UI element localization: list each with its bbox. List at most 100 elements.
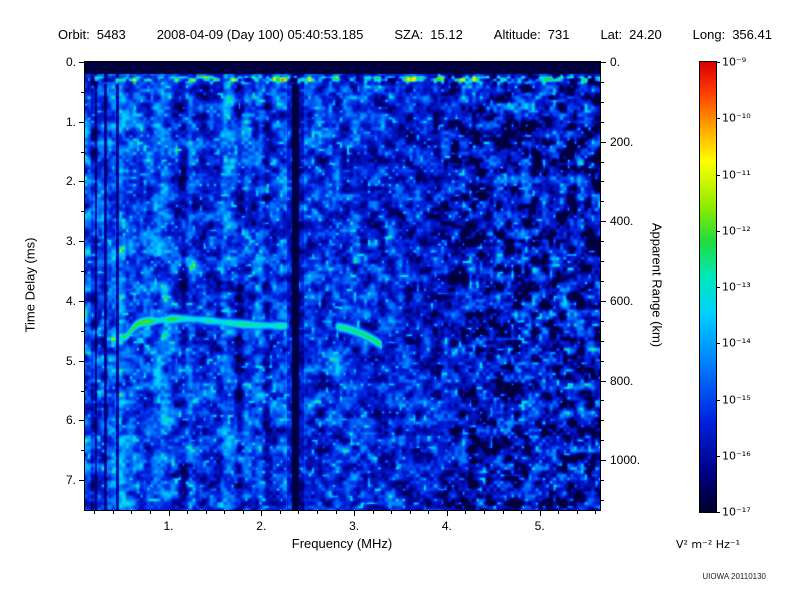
x-tick-mark	[539, 511, 541, 516]
y-tick-mark-left	[79, 121, 84, 123]
sza-value: 15.12	[430, 27, 463, 42]
colorbar-tick-mark	[717, 343, 720, 345]
x-minor-tick	[187, 511, 189, 514]
datetime-field: 2008-04-09 (Day 100) 05:40:53.185	[157, 27, 364, 42]
header-info: Orbit: 5483 2008-04-09 (Day 100) 05:40:53…	[58, 27, 772, 42]
colorbar-tick-label: 10⁻¹⁷	[722, 505, 751, 519]
colorbar	[699, 61, 717, 513]
long-value: 356.41	[732, 27, 772, 42]
y-minor-tick-right	[601, 101, 604, 103]
lat-label: Lat:	[600, 27, 623, 42]
x-axis-label: Frequency (MHz)	[291, 536, 393, 551]
y-tick-mark-left	[79, 480, 84, 482]
colorbar-tick-label: 10⁻¹¹	[722, 168, 751, 181]
colorbar-tick-mark	[717, 230, 720, 232]
y-minor-tick-left	[81, 211, 84, 213]
y-minor-tick-right	[601, 480, 604, 482]
datetime-value: 2008-04-09 (Day 100) 05:40:53.185	[156, 27, 364, 42]
x-minor-tick	[279, 511, 281, 514]
y-tick-label-left: 7.	[65, 473, 76, 488]
x-minor-tick	[484, 511, 485, 514]
x-minor-tick	[242, 511, 244, 514]
altitude-label: Altitude:	[493, 27, 541, 42]
colorbar-tick-label: 10⁻¹⁵	[722, 393, 751, 406]
long-field: Long: 356.41	[693, 27, 772, 42]
sza-label: SZA:	[394, 27, 424, 42]
x-tick-label: 3.	[349, 519, 360, 533]
y-tick-mark-right	[601, 460, 606, 462]
y-tick-label-left: 5.	[65, 353, 76, 368]
credit-text: UIOWA 20110130	[702, 572, 766, 581]
y-minor-tick-right	[601, 440, 604, 442]
y-minor-tick-left	[81, 450, 84, 452]
y-tick-label-right: 1000.	[610, 453, 641, 468]
y-tick-mark-left	[79, 62, 84, 63]
x-minor-tick	[224, 511, 226, 514]
colorbar-tick-mark	[717, 118, 720, 120]
x-tick-label: 5.	[534, 519, 545, 533]
colorbar-unit-label: V² m⁻² Hz⁻¹	[675, 538, 741, 551]
y-tick-mark-right	[601, 300, 606, 302]
y-minor-tick-right	[601, 340, 604, 342]
orbit-label: Orbit:	[58, 27, 90, 42]
y-minor-tick-right	[601, 81, 604, 83]
x-minor-tick	[131, 511, 133, 514]
y-minor-tick-right	[601, 161, 604, 163]
y-tick-mark-right	[601, 141, 606, 143]
y-minor-tick-left	[81, 151, 84, 153]
x-minor-tick	[316, 511, 318, 514]
y-tick-label-right: 200.	[610, 134, 634, 149]
y-minor-tick-right	[601, 500, 604, 502]
y-tick-mark-right	[601, 380, 606, 382]
orbit-field: Orbit: 5483	[58, 27, 126, 42]
x-tick-mark	[446, 511, 448, 516]
colorbar-tick-mark	[717, 455, 720, 457]
y-tick-mark-left	[79, 360, 84, 362]
x-minor-tick	[205, 511, 207, 514]
colorbar-tick-mark	[717, 174, 720, 176]
y-minor-tick-left	[81, 91, 84, 93]
y-axis-label-left: Time Delay (ms)	[22, 237, 38, 333]
y-tick-label-left: 2.	[65, 174, 76, 189]
y-tick-label-right: 400.	[610, 214, 634, 229]
y-minor-tick-right	[601, 201, 604, 203]
x-minor-tick	[94, 511, 96, 514]
y-tick-mark-right	[601, 221, 606, 223]
y-minor-tick-left	[81, 330, 84, 332]
y-tick-label-right: 600.	[610, 293, 634, 308]
colorbar-tick-label: 10⁻¹³	[722, 280, 751, 294]
x-minor-tick	[298, 511, 300, 514]
colorbar-tick-label: 10⁻¹⁰	[722, 111, 751, 125]
x-tick-mark	[261, 511, 263, 516]
y-tick-label-left: 0.	[65, 55, 76, 69]
x-minor-tick	[428, 511, 430, 514]
y-tick-label-left: 3.	[65, 234, 76, 249]
y-tick-label-right: 800.	[610, 373, 634, 388]
colorbar-tick-mark	[717, 62, 720, 63]
colorbar-canvas	[700, 62, 716, 512]
x-minor-tick	[372, 511, 374, 514]
y-minor-tick-left	[81, 390, 84, 392]
lat-field: Lat: 24.20	[600, 27, 661, 42]
colorbar-tick-label: 10⁻⁹	[722, 55, 747, 69]
colorbar-tick-mark	[717, 399, 720, 401]
y-minor-tick-right	[601, 241, 604, 243]
y-tick-label-left: 1.	[65, 114, 76, 129]
x-minor-tick	[391, 511, 393, 514]
y-minor-tick-right	[601, 420, 604, 422]
x-tick-label: 2.	[256, 519, 267, 533]
x-minor-tick	[521, 511, 523, 514]
y-minor-tick-left	[81, 271, 84, 273]
spectrogram-plot	[84, 61, 601, 511]
y-axis-label-right: Apparent Range (km)	[649, 222, 665, 348]
orbit-value: 5483	[96, 27, 126, 42]
x-minor-tick	[576, 511, 578, 514]
x-minor-tick	[595, 511, 597, 514]
x-minor-tick	[409, 511, 411, 514]
colorbar-tick-mark	[717, 512, 720, 513]
lat-value: 24.20	[629, 27, 662, 42]
y-minor-tick-right	[601, 400, 604, 402]
x-minor-tick	[149, 511, 151, 514]
y-minor-tick-right	[601, 320, 604, 322]
x-minor-tick	[335, 511, 337, 514]
